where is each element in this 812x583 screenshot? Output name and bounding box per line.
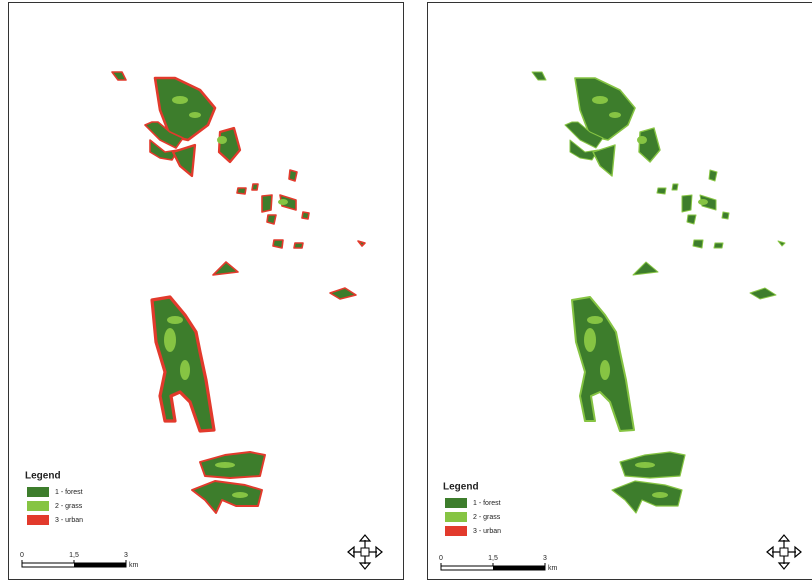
grass-patch [637, 136, 647, 144]
land-patch [262, 195, 272, 212]
legend-swatch [27, 501, 49, 511]
scale-label: 0 [20, 552, 24, 559]
grass-patch [164, 328, 176, 352]
grass-patch [600, 360, 610, 380]
grass-patch [587, 316, 603, 324]
grass-patch [652, 492, 668, 498]
land-patch [714, 243, 723, 248]
land-patch [709, 170, 717, 181]
legend-title: Legend [443, 482, 479, 493]
scale-label: 1,5 [488, 555, 498, 562]
legend-swatch [445, 512, 467, 522]
legend-title: Legend [25, 471, 61, 482]
land-patch [657, 188, 666, 194]
land-patch [237, 188, 246, 194]
legend-item: 2 - grass [55, 503, 83, 510]
grass-patch [584, 328, 596, 352]
land-patch [722, 212, 729, 219]
grass-patch [635, 462, 655, 468]
grass-patch [172, 96, 188, 104]
scale-unit: km [548, 565, 558, 572]
legend-item: 2 - grass [473, 514, 501, 521]
scale-label: 3 [124, 552, 128, 559]
land-patch [289, 170, 297, 181]
legend-swatch [27, 515, 49, 525]
legend-swatch [445, 498, 467, 508]
legend-item: 1 - forest [55, 489, 83, 496]
land-patch [302, 212, 309, 219]
grass-patch [592, 96, 608, 104]
land-patch [672, 184, 678, 190]
compass-center [780, 548, 788, 556]
land-patch [252, 184, 258, 190]
land-patch [267, 215, 276, 224]
grass-patch [278, 199, 288, 205]
legend-item: 3 - urban [55, 517, 83, 524]
grass-patch [698, 199, 708, 205]
legend-swatch [27, 487, 49, 497]
land-patch [682, 195, 692, 212]
scale-label: 3 [543, 555, 547, 562]
grass-patch [609, 112, 621, 118]
map-layout: Legend1 - forest2 - grass3 - urban01,53k… [0, 0, 812, 583]
scale-bar-fill [74, 563, 126, 567]
legend-item: 3 - urban [473, 528, 501, 535]
scale-bar-fill [493, 566, 545, 570]
grass-patch [180, 360, 190, 380]
legend-item: 1 - forest [473, 500, 501, 507]
grass-patch [167, 316, 183, 324]
land-patch [273, 240, 283, 248]
land-patch [294, 243, 303, 248]
scale-label: 0 [439, 555, 443, 562]
compass-center [361, 548, 369, 556]
grass-patch [215, 462, 235, 468]
land-patch [687, 215, 696, 224]
legend-swatch [445, 526, 467, 536]
page: Legend1 - forest2 - grass3 - urban01,53k… [0, 0, 812, 583]
land-patch [693, 240, 703, 248]
grass-patch [217, 136, 227, 144]
scale-unit: km [129, 562, 139, 569]
grass-patch [232, 492, 248, 498]
scale-label: 1,5 [69, 552, 79, 559]
grass-patch [189, 112, 201, 118]
